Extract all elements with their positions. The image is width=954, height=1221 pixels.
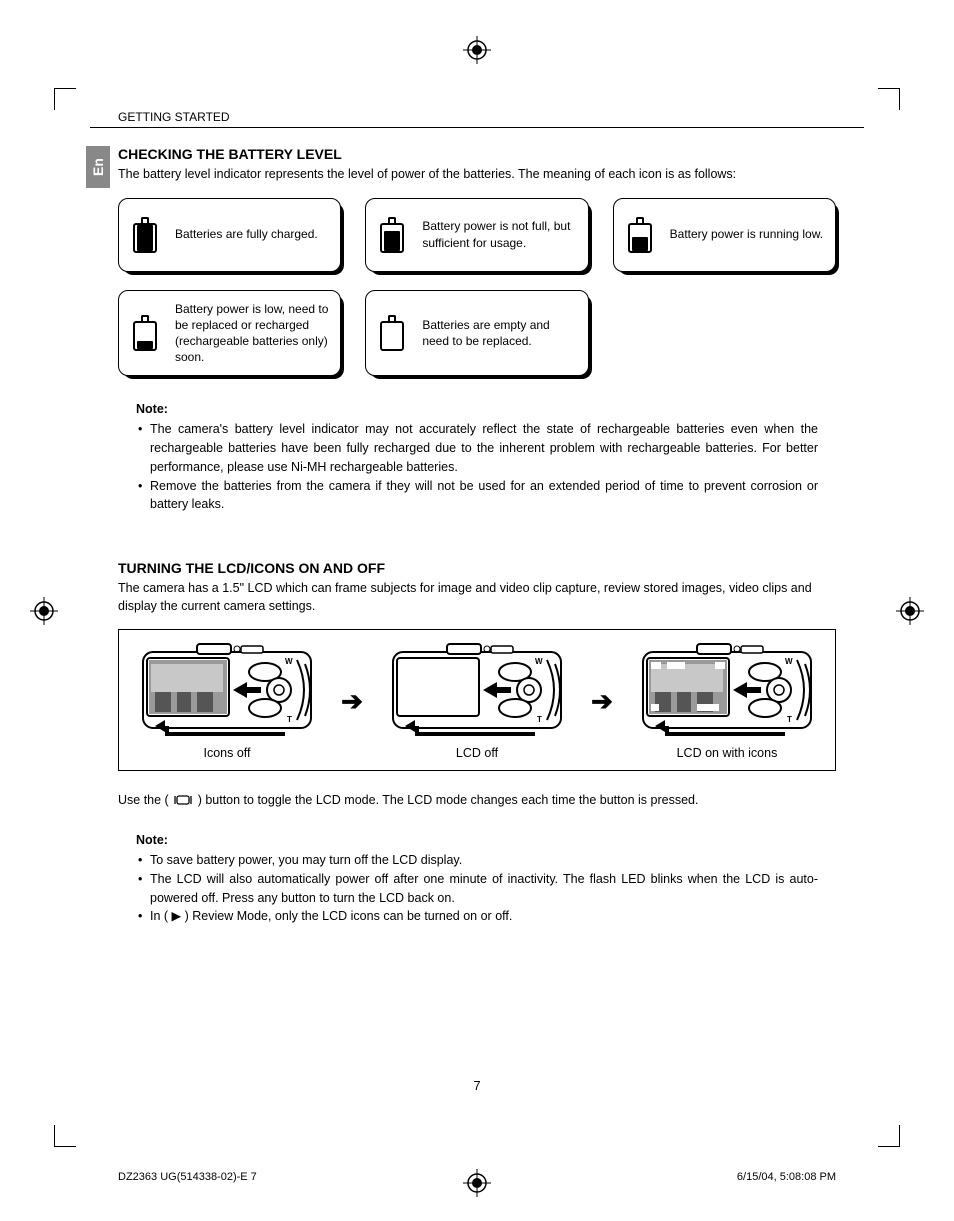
battery-text: Battery power is running low. <box>670 226 823 242</box>
crop-mark <box>878 88 900 110</box>
crop-mark <box>54 1125 76 1147</box>
lcd-use-text: Use the ( ) button to toggle the LCD mod… <box>118 793 836 807</box>
svg-text:W: W <box>535 657 543 666</box>
battery-text: Battery power is low, need to be replace… <box>175 301 330 366</box>
battery-text: Battery power is not full, but sufficien… <box>422 218 577 250</box>
lcd-state-label: LCD on with icons <box>677 746 778 760</box>
lcd-states: W T Icons off ➔ W T LCD off ➔ <box>118 629 836 771</box>
note-item: The LCD will also automatically power of… <box>136 870 818 908</box>
battery-card: Battery power is running low. <box>613 198 836 272</box>
arrow-right-icon: ➔ <box>591 686 613 717</box>
section-name: GETTING STARTED <box>118 110 230 124</box>
text: ) button to toggle the LCD mode. The LCD… <box>198 793 699 807</box>
camera-illustration: W T <box>137 642 317 738</box>
page-number: 7 <box>473 1078 480 1093</box>
battery-icon <box>129 215 165 255</box>
lcd-title: TURNING THE LCD/ICONS ON AND OFF <box>118 560 836 576</box>
note-item: In ( ▶ ) Review Mode, only the LCD icons… <box>136 907 818 926</box>
svg-text:T: T <box>787 715 792 724</box>
battery-card: Batteries are fully charged. <box>118 198 341 272</box>
battery-icon <box>129 313 165 353</box>
arrow-right-icon: ➔ <box>341 686 363 717</box>
battery-text: Batteries are empty and need to be repla… <box>422 317 577 349</box>
svg-text:T: T <box>537 715 542 724</box>
battery-icon <box>376 313 412 353</box>
registration-mark-icon <box>30 597 58 625</box>
note-item: The camera's battery level indicator may… <box>136 420 818 476</box>
language-tab: En <box>86 146 110 188</box>
crop-mark <box>878 1125 900 1147</box>
battery-card: Battery power is not full, but sufficien… <box>365 198 588 272</box>
page-body: GETTING STARTED En CHECKING THE BATTERY … <box>90 110 864 1111</box>
lcd-state-label: Icons off <box>203 746 250 760</box>
battery-card: Battery power is low, need to be replace… <box>118 290 341 377</box>
battery-icon <box>376 215 412 255</box>
lcd-state: W T Icons off <box>137 642 317 760</box>
section-header: GETTING STARTED <box>90 110 864 128</box>
note-item: Remove the batteries from the camera if … <box>136 477 818 515</box>
footer-left: DZ2363 UG(514338-02)-E 7 <box>118 1171 257 1183</box>
lcd-toggle-icon <box>174 794 192 806</box>
lcd-state: W T LCD off <box>387 642 567 760</box>
lcd-intro: The camera has a 1.5" LCD which can fram… <box>118 580 836 615</box>
note-item: To save battery power, you may turn off … <box>136 851 818 870</box>
registration-mark-icon <box>896 597 924 625</box>
svg-text:W: W <box>285 657 293 666</box>
footer: DZ2363 UG(514338-02)-E 7 6/15/04, 5:08:0… <box>90 1171 864 1183</box>
battery-text: Batteries are fully charged. <box>175 226 318 242</box>
camera-illustration: W T <box>637 642 817 738</box>
note-title: Note: <box>136 833 818 847</box>
battery-icon <box>624 215 660 255</box>
registration-mark-icon <box>463 36 491 64</box>
battery-card: Batteries are empty and need to be repla… <box>365 290 588 377</box>
svg-text:W: W <box>785 657 793 666</box>
lcd-note: Note: To save battery power, you may tur… <box>136 833 818 926</box>
note-title: Note: <box>136 402 818 416</box>
battery-intro: The battery level indicator represents t… <box>118 166 836 184</box>
battery-title: CHECKING THE BATTERY LEVEL <box>118 146 836 162</box>
crop-mark <box>54 88 76 110</box>
battery-note: Note: The camera's battery level indicat… <box>136 402 818 514</box>
lcd-state-label: LCD off <box>456 746 498 760</box>
lcd-state: W T LCD on with icons <box>637 642 817 760</box>
text: Use the ( <box>118 793 169 807</box>
footer-right: 6/15/04, 5:08:08 PM <box>737 1171 836 1183</box>
svg-text:T: T <box>287 715 292 724</box>
camera-illustration: W T <box>387 642 567 738</box>
battery-cards: Batteries are fully charged. Battery pow… <box>118 198 836 377</box>
